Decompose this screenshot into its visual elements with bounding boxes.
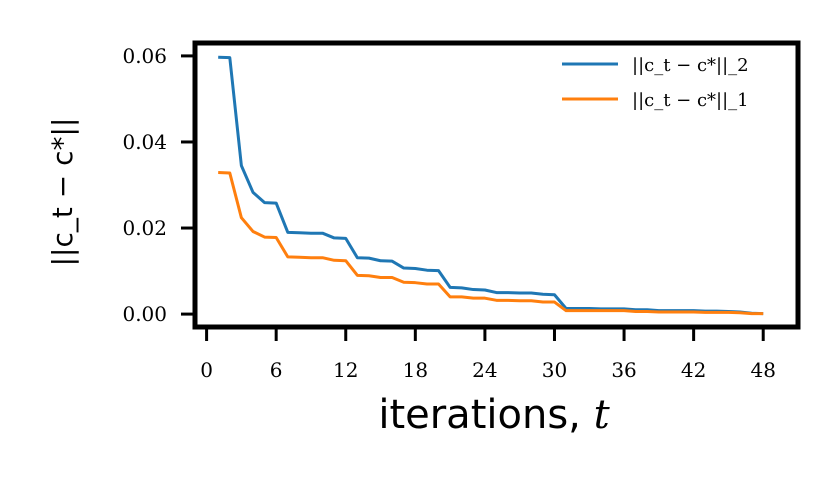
y-axis: 0.00 0.02 0.04 0.06 (122, 44, 193, 326)
x-axis-label: iterations, t (378, 392, 610, 438)
x-tick-label: 18 (403, 358, 428, 382)
y-axis-label: ||c_t − c*|| (46, 118, 79, 267)
legend: ||c_t − c*||_2 ||c_t − c*||_1 (562, 55, 749, 111)
legend-label-2: ||c_t − c*||_1 (632, 90, 749, 111)
plot-frame (192, 40, 801, 330)
x-tick-label: 36 (611, 358, 636, 382)
x-axis-variable: t (594, 392, 611, 438)
x-axis: 0 6 12 18 24 30 36 42 48 (200, 329, 776, 382)
x-tick-label: 30 (542, 358, 567, 382)
x-tick-label: 24 (472, 358, 497, 382)
x-tick-label: 0 (200, 358, 213, 382)
x-tick-label: 6 (270, 358, 283, 382)
x-tick-label: 42 (681, 358, 706, 382)
y-tick-label: 0.06 (122, 44, 167, 68)
y-tick-label: 0.02 (122, 216, 167, 240)
series-line-2 (218, 171, 764, 316)
plot-area (192, 40, 801, 330)
y-tick-label: 0.00 (122, 302, 167, 326)
series-layer (218, 55, 764, 316)
x-tick-label: 48 (750, 358, 775, 382)
x-tick-label: 12 (333, 358, 358, 382)
legend-label-1: ||c_t − c*||_2 (632, 55, 749, 76)
y-tick-label: 0.04 (122, 130, 167, 154)
